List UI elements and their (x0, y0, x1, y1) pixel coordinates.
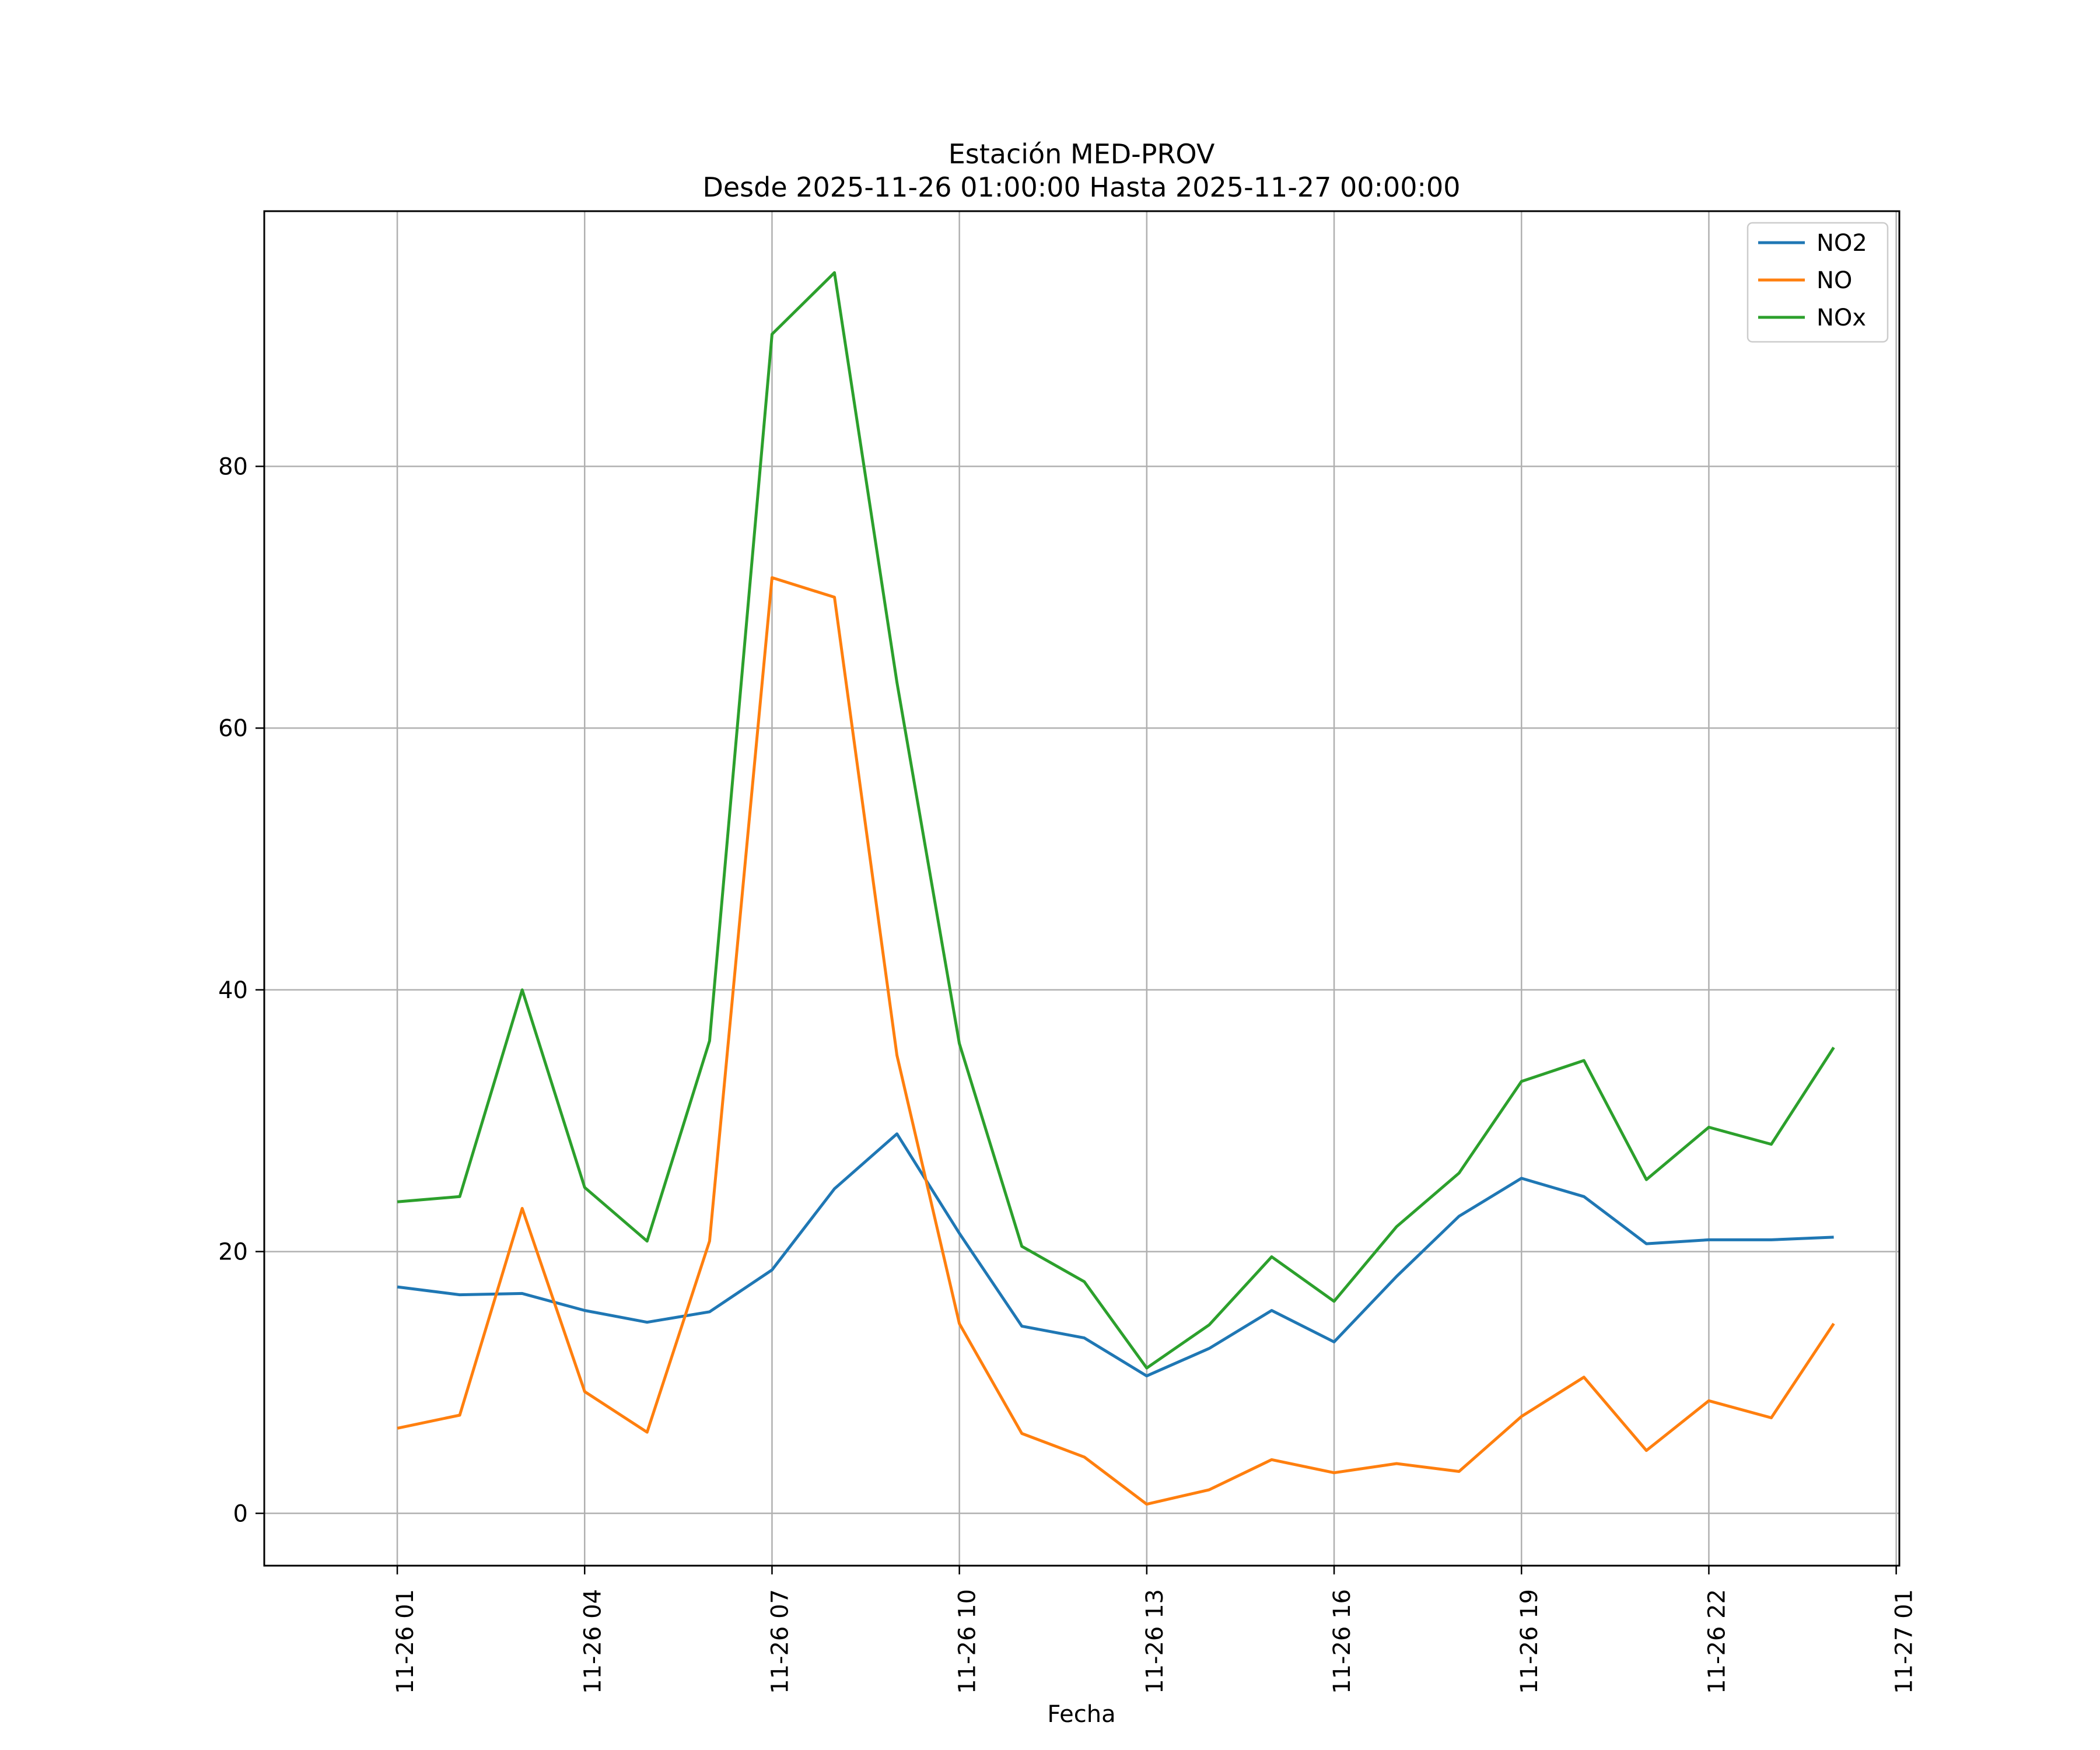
x-tick-label: 11-27 01 (1891, 1589, 1918, 1694)
y-tick-label: 0 (233, 1500, 248, 1527)
x-tick-label: 11-26 13 (1142, 1589, 1168, 1694)
grid (264, 211, 1899, 1566)
y-tick-label: 80 (218, 453, 248, 480)
x-axis-label: Fecha (1047, 1701, 1115, 1728)
x-tick-label: 11-26 07 (766, 1589, 793, 1694)
x-tick-label: 11-26 16 (1329, 1589, 1356, 1694)
series-lines (397, 271, 1835, 1506)
y-tick-label: 60 (218, 715, 248, 742)
series-line-no2 (397, 1132, 1834, 1378)
series-line-nox (397, 271, 1835, 1370)
legend-box (1746, 222, 1889, 343)
legend-label-no2: NO2 (1817, 230, 1867, 257)
y-tick-label: 20 (218, 1239, 248, 1266)
legend: NO2 NO NOx (1746, 222, 1889, 343)
x-tick-label: 11-26 19 (1516, 1589, 1543, 1694)
x-tick-label: 11-26 10 (954, 1589, 981, 1694)
series-line-no (397, 576, 1835, 1506)
legend-label-no: NO (1817, 267, 1852, 294)
x-tick-label: 11-26 22 (1703, 1589, 1730, 1694)
y-tick-label: 40 (218, 977, 248, 1004)
x-axis: 11-26 01 11-26 04 11-26 07 11-26 10 11-26 13… (392, 1566, 1918, 1694)
plot-frame (263, 210, 1901, 1567)
x-tick-label: 11-26 01 (392, 1589, 419, 1694)
x-tick-label: 11-26 04 (579, 1589, 606, 1694)
legend-label-nox: NOx (1817, 304, 1866, 331)
chart-title: Estación MED-PROV (949, 138, 1215, 170)
y-axis: 0 20 40 60 80 (218, 453, 264, 1527)
chart-subtitle: Desde 2025-11-26 01:00:00 Hasta 2025-11-… (702, 172, 1460, 203)
